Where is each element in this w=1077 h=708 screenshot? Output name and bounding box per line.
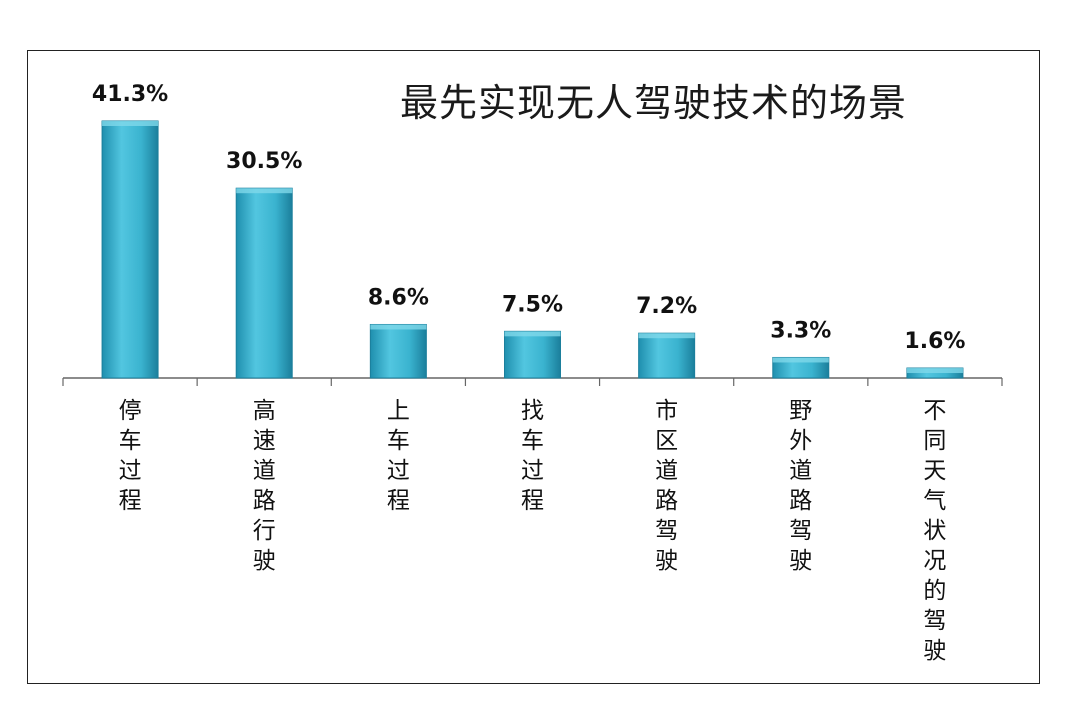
bar-cap-4 [504,331,561,337]
x-tick-label: 上车过程 [387,398,410,514]
data-label: 7.5% [502,292,563,317]
bar-2 [235,187,293,379]
data-label: 41.3% [92,82,168,107]
x-tick-label: 市区道路驾驶 [655,398,678,574]
data-label: 3.3% [770,318,831,343]
bar-3 [369,323,427,379]
bar-cap-6 [772,357,829,363]
bar-cap-2 [236,188,293,194]
bar-5 [638,332,696,379]
x-tick-label: 不同天气状况的驾驶 [923,398,946,664]
x-tick-label: 停车过程 [119,398,142,514]
x-tick-label: 找车过程 [521,398,544,514]
data-label: 8.6% [368,285,429,310]
bar-4 [504,330,561,379]
x-tick-label: 野外道路驾驶 [789,398,812,574]
data-label: 1.6% [904,329,965,354]
bar-cap-1 [102,121,159,126]
bar-1 [101,120,159,379]
data-label: 30.5% [226,149,302,174]
bar-cap-3 [370,324,427,330]
bar-cap-7 [906,368,963,374]
x-tick-label: 高速道路行驶 [253,398,276,574]
bar-cap-5 [638,333,695,339]
chart-title: 最先实现无人驾驶技术的场景 [400,81,908,125]
data-label: 7.2% [636,294,697,319]
